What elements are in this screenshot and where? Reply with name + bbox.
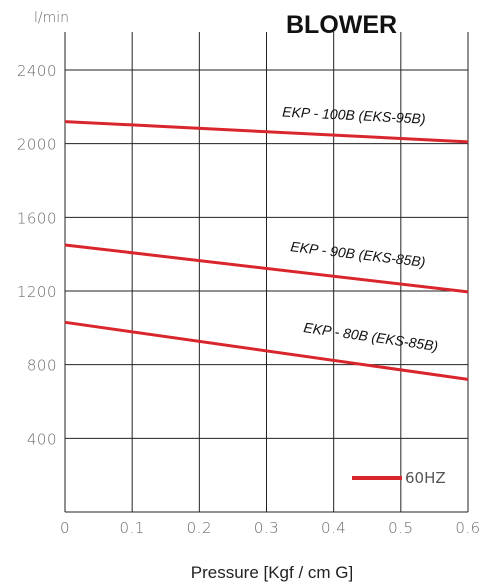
legend-label: 60HZ xyxy=(405,469,446,487)
x-tick-label: 0 xyxy=(60,519,70,537)
y-tick-label: 2000 xyxy=(17,136,57,154)
x-tick-label: 0.4 xyxy=(321,519,346,537)
x-tick-label: 0.5 xyxy=(388,519,413,537)
y-tick-label: 1600 xyxy=(17,209,57,227)
x-tick-label: 0.2 xyxy=(187,519,212,537)
series-line xyxy=(64,320,469,381)
chart-title: BLOWER xyxy=(286,11,397,39)
labels: l/min BLOWER Pressure [Kgf / cm G] xyxy=(34,10,397,582)
y-tick-label: 800 xyxy=(27,357,57,375)
x-axis-label: Pressure [Kgf / cm G] xyxy=(191,563,354,582)
series-label: EKP - 90B (EKS-85B) xyxy=(290,238,427,270)
y-tick-label: 400 xyxy=(27,430,57,448)
y-tick-label: 2400 xyxy=(17,62,57,80)
x-tick-label: 0.1 xyxy=(119,519,144,537)
series-line xyxy=(64,120,469,144)
x-tick-label: 0.6 xyxy=(455,519,480,537)
axes: 0 0.1 0.2 0.3 0.4 0.5 0.6 400 800 1200 1600 2000 240… xyxy=(17,32,480,537)
series-label: EKP - 100B (EKS-95B) xyxy=(282,103,426,126)
grid xyxy=(65,32,469,512)
series-label: EKP - 80B (EKS-85B) xyxy=(303,319,440,354)
series-line xyxy=(64,243,469,294)
legend: 60HZ xyxy=(352,469,446,487)
x-tick-label: 0.3 xyxy=(254,519,279,537)
y-tick-label: 1200 xyxy=(17,283,57,301)
y-axis-label: l/min xyxy=(34,10,69,26)
